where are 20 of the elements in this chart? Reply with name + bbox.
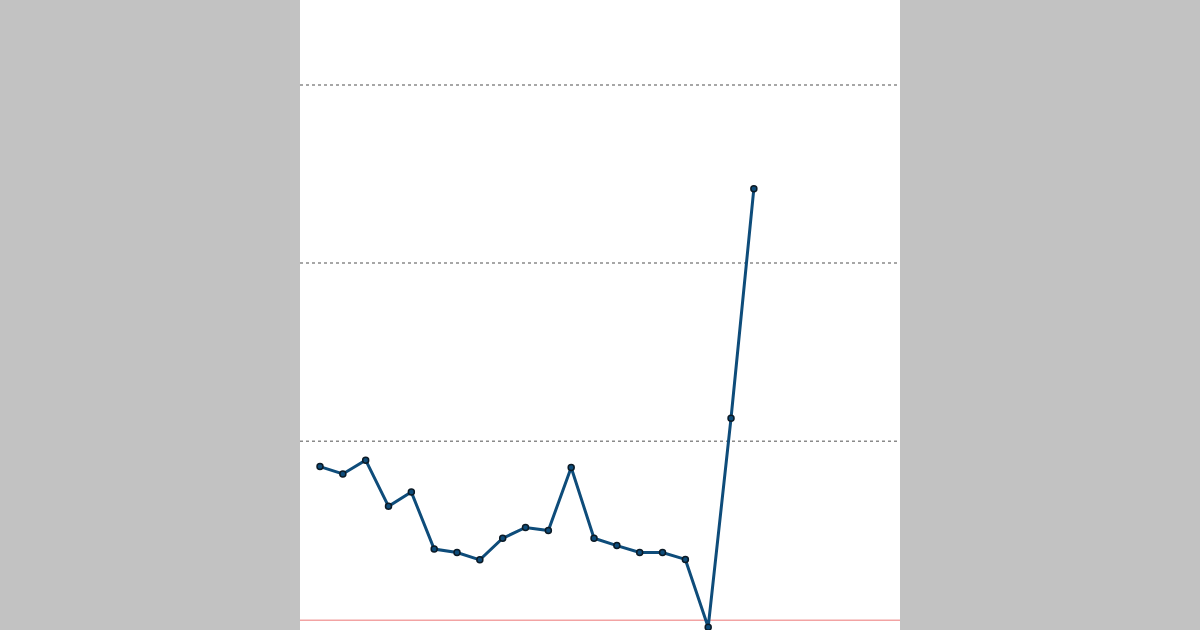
point bbox=[567, 463, 575, 472]
point bbox=[681, 555, 690, 564]
point bbox=[476, 556, 484, 564]
point bbox=[384, 502, 393, 511]
point bbox=[544, 526, 553, 535]
point bbox=[658, 548, 667, 557]
point bbox=[316, 462, 324, 471]
point bbox=[339, 470, 347, 478]
point bbox=[635, 548, 644, 557]
point bbox=[498, 534, 507, 543]
point bbox=[704, 623, 712, 630]
point bbox=[613, 541, 621, 550]
point bbox=[590, 534, 598, 543]
point bbox=[727, 414, 735, 423]
point bbox=[750, 184, 758, 193]
point bbox=[453, 548, 461, 557]
point bbox=[430, 545, 438, 553]
point bbox=[407, 488, 416, 496]
point bbox=[521, 523, 530, 532]
point bbox=[361, 456, 370, 464]
